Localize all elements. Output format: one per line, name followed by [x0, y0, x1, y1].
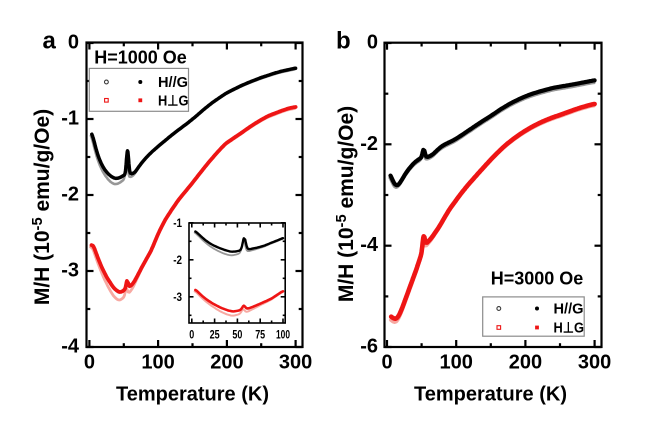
svg-text:-6: -6	[360, 336, 378, 358]
svg-text:300: 300	[578, 352, 611, 374]
svg-text:-4: -4	[360, 234, 379, 256]
svg-text:0: 0	[189, 327, 194, 341]
svg-text:0: 0	[367, 32, 378, 54]
svg-text:200: 200	[509, 352, 542, 374]
svg-text:H⊥G: H⊥G	[158, 94, 189, 110]
svg-text:25: 25	[210, 327, 220, 341]
svg-text:0: 0	[68, 32, 79, 54]
svg-text:a: a	[43, 28, 57, 55]
svg-text:50: 50	[232, 327, 242, 341]
svg-text:200: 200	[210, 352, 243, 374]
svg-text:-3: -3	[173, 290, 182, 304]
svg-text:H=3000 Oe: H=3000 Oe	[491, 269, 584, 289]
svg-text:Temperature (K): Temperature (K)	[116, 384, 269, 406]
svg-text:b: b	[336, 28, 351, 55]
svg-text:-4: -4	[61, 336, 80, 358]
svg-text:-2: -2	[360, 133, 378, 155]
svg-text:H//G: H//G	[554, 302, 584, 318]
svg-text:100: 100	[440, 352, 473, 374]
svg-text:100: 100	[276, 327, 290, 341]
svg-text:Temperature (K): Temperature (K)	[414, 384, 567, 406]
svg-text:100: 100	[141, 352, 174, 374]
svg-text:H⊥G: H⊥G	[554, 321, 585, 337]
svg-text:-1: -1	[173, 216, 182, 230]
svg-text:H//G: H//G	[158, 75, 188, 91]
svg-text:300: 300	[279, 352, 312, 374]
svg-text:75: 75	[255, 327, 265, 341]
svg-text:0: 0	[84, 352, 95, 374]
svg-text:-2: -2	[173, 253, 182, 267]
svg-text:H=1000 Oe: H=1000 Oe	[94, 48, 187, 68]
svg-text:0: 0	[381, 352, 392, 374]
svg-text:M/H (10-5 emu/g/Oe): M/H (10-5 emu/g/Oe)	[30, 109, 54, 305]
svg-text:-1: -1	[61, 108, 79, 130]
svg-text:M/H (10-5 emu/g/Oe): M/H (10-5 emu/g/Oe)	[334, 106, 358, 302]
svg-text:-3: -3	[61, 260, 79, 282]
svg-text:-2: -2	[61, 184, 79, 206]
